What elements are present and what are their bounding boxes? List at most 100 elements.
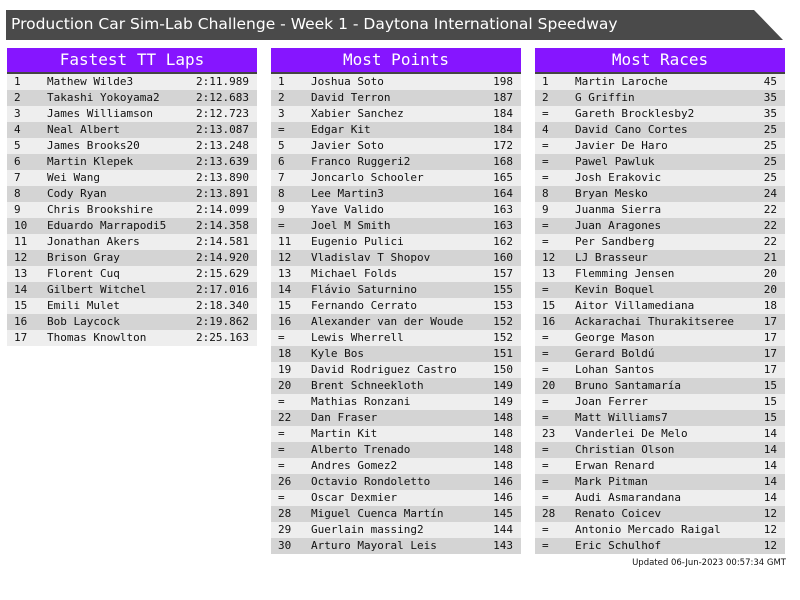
value: 157 [493, 267, 513, 280]
value: 168 [493, 155, 513, 168]
driver-name: Josh Erakovic [575, 171, 662, 184]
table-row: 8 Bryan Mesko 24 [535, 186, 785, 202]
value: 198 [493, 75, 513, 88]
driver-name: Guerlain massing2 [311, 523, 424, 536]
driver-name: Martin Kit [311, 427, 378, 440]
value: 2:18.340 [196, 299, 249, 312]
driver-name: Javier De Haro [575, 139, 668, 152]
value: 163 [493, 203, 513, 216]
value: 148 [493, 443, 513, 456]
value: 14 [763, 491, 777, 504]
panel-header: Most Points [271, 48, 521, 74]
value: 187 [493, 91, 513, 104]
driver-name: Pawel Pawluk [575, 155, 655, 168]
driver-name: Alberto Trenado [311, 443, 411, 456]
value: 163 [493, 219, 513, 232]
value: 146 [493, 491, 513, 504]
driver-name: Thomas Knowlton [47, 331, 147, 344]
table-row: = Audi Asmarandana 14 [535, 490, 785, 506]
rank: 1 [278, 75, 285, 88]
driver-name: Mark Pitman [575, 475, 648, 488]
table-row: 1 Joshua Soto 198 [271, 74, 521, 90]
table-row: 15 Aitor Villamediana 18 [535, 298, 785, 314]
table-row: = Juan Aragones 22 [535, 218, 785, 234]
rank: = [542, 443, 549, 456]
value: 152 [493, 315, 513, 328]
driver-name: Emili Mulet [47, 299, 120, 312]
rank: = [542, 459, 549, 472]
driver-name: Bob Laycock [47, 315, 120, 328]
table-row: 12 LJ Brasseur 21 [535, 250, 785, 266]
value: 25 [763, 171, 777, 184]
table-row: 19 David Rodriguez Castro 150 [271, 362, 521, 378]
value: 14 [763, 475, 777, 488]
value: 14 [763, 427, 777, 440]
value: 145 [493, 507, 513, 520]
driver-name: Franco Ruggeri2 [311, 155, 411, 168]
table-row: = Martin Kit 148 [271, 426, 521, 442]
rank: = [278, 427, 285, 440]
rank: 4 [542, 123, 549, 136]
rank: 7 [278, 171, 285, 184]
rank: 8 [14, 187, 21, 200]
driver-name: Matt Williams7 [575, 411, 668, 424]
value: 2:13.248 [196, 139, 249, 152]
value: 21 [763, 251, 777, 264]
driver-name: Flemming Jensen [575, 267, 675, 280]
rank: = [542, 139, 549, 152]
rank: 6 [278, 155, 285, 168]
rank: = [542, 539, 549, 552]
value: 2:12.683 [196, 91, 249, 104]
table-row: 16 Bob Laycock 2:19.862 [7, 314, 257, 330]
driver-name: Ackarachai Thurakitseree [575, 315, 734, 328]
driver-name: Audi Asmarandana [575, 491, 681, 504]
driver-name: Flávio Saturnino [311, 283, 417, 296]
driver-name: Aitor Villamediana [575, 299, 695, 312]
rank: 13 [278, 267, 292, 280]
rank: 5 [14, 139, 21, 152]
driver-name: Kyle Bos [311, 347, 364, 360]
rank: 9 [278, 203, 285, 216]
rank: 11 [278, 235, 292, 248]
driver-name: Gilbert Witchel [47, 283, 147, 296]
driver-name: Renato Coicev [575, 507, 662, 520]
table-row: 12 Vladislav T Shopov 160 [271, 250, 521, 266]
driver-name: Fernando Cerrato [311, 299, 417, 312]
table-row: 8 Cody Ryan 2:13.891 [7, 186, 257, 202]
value: 2:15.629 [196, 267, 249, 280]
driver-name: G Griffin [575, 91, 635, 104]
rank: = [542, 491, 549, 504]
table-row: = Mark Pitman 14 [535, 474, 785, 490]
driver-name: Miguel Cuenca Martín [311, 507, 444, 520]
driver-name: Dan Fraser [311, 411, 378, 424]
rank: = [542, 395, 549, 408]
value: 14 [763, 459, 777, 472]
value: 2:13.890 [196, 171, 249, 184]
driver-name: Martin Klepek [47, 155, 134, 168]
driver-name: Xabier Sanchez [311, 107, 404, 120]
rank: 1 [542, 75, 549, 88]
value: 35 [763, 91, 777, 104]
value: 172 [493, 139, 513, 152]
table-row: 16 Alexander van der Woude 152 [271, 314, 521, 330]
rank: 7 [14, 171, 21, 184]
rank: = [542, 475, 549, 488]
value: 45 [763, 75, 777, 88]
value: 148 [493, 427, 513, 440]
driver-name: Joan Ferrer [575, 395, 648, 408]
rank: 12 [542, 251, 556, 264]
rank: 4 [14, 123, 21, 136]
panel-most-races: Most Races 1 Martin Laroche 45 2 G Griffin 35 =… [535, 48, 785, 554]
panel-header: Most Races [535, 48, 785, 74]
rank: = [278, 219, 285, 232]
value: 162 [493, 235, 513, 248]
value: 149 [493, 395, 513, 408]
driver-name: Antonio Mercado Raigal [575, 523, 721, 536]
table-row: 17 Thomas Knowlton 2:25.163 [7, 330, 257, 346]
value: 25 [763, 123, 777, 136]
driver-name: George Mason [575, 331, 655, 344]
table-row: = Pawel Pawluk 25 [535, 154, 785, 170]
table-row: = Eric Schulhof 12 [535, 538, 785, 554]
driver-name: Gerard Boldú [575, 347, 655, 360]
table-row: = Oscar Dexmier 146 [271, 490, 521, 506]
